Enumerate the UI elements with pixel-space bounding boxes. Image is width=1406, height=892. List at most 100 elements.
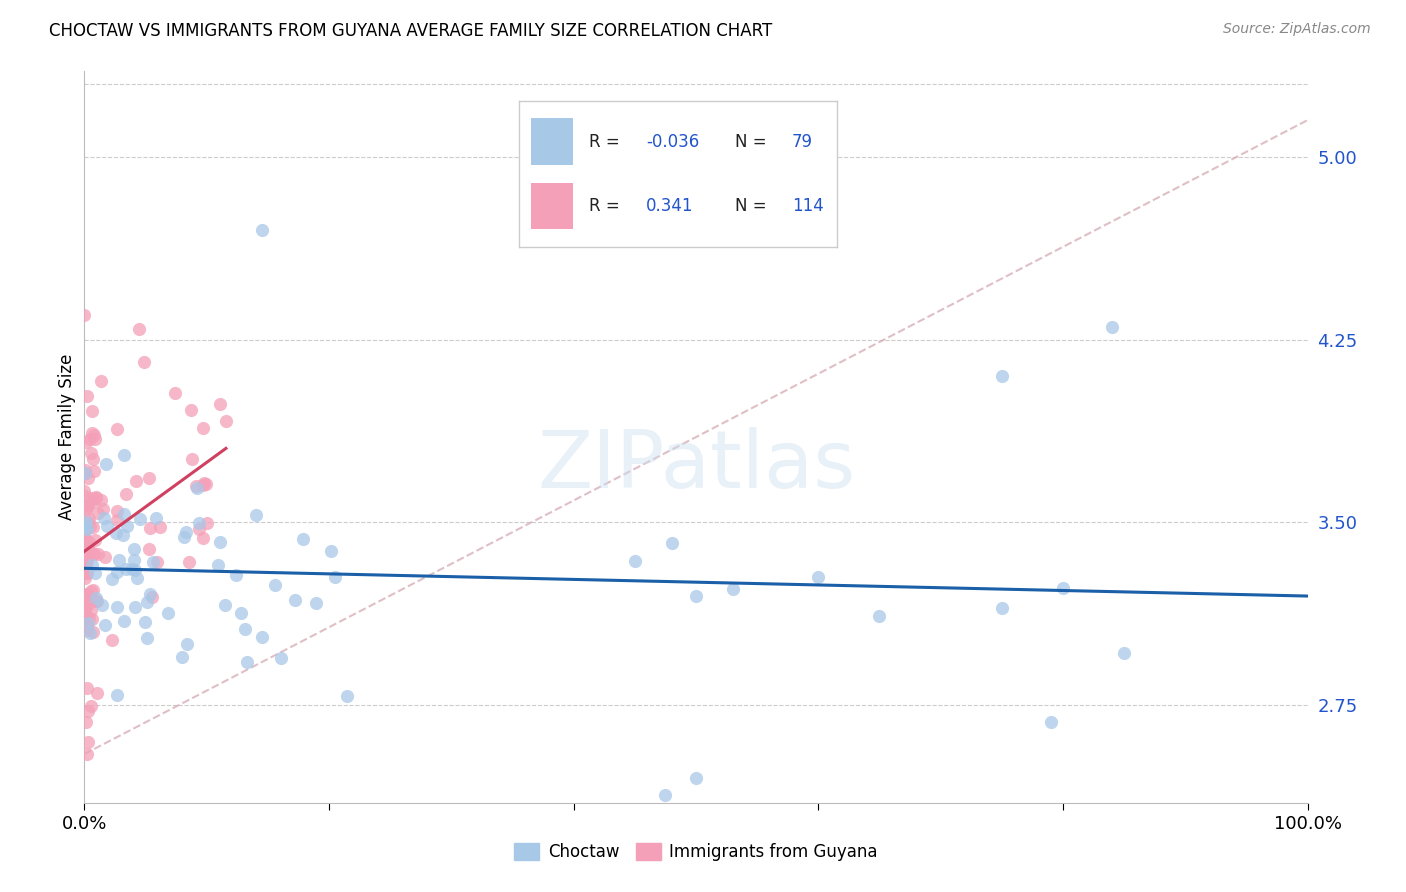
Point xyxy=(139,521,162,535)
Point xyxy=(721,582,744,596)
Point xyxy=(124,563,146,577)
Point xyxy=(75,515,97,529)
Point xyxy=(134,615,156,629)
Point xyxy=(1039,715,1062,730)
Point xyxy=(76,566,98,580)
Point xyxy=(79,535,101,549)
Point xyxy=(76,599,98,614)
Point xyxy=(225,568,247,582)
Point xyxy=(75,467,97,481)
Point xyxy=(82,612,104,626)
Y-axis label: Average Family Size: Average Family Size xyxy=(58,354,76,520)
Point xyxy=(173,530,195,544)
Point xyxy=(129,512,152,526)
Point xyxy=(180,403,202,417)
Point xyxy=(82,404,104,418)
Point xyxy=(195,476,218,491)
Point xyxy=(76,747,98,761)
Point xyxy=(75,542,97,557)
Point xyxy=(661,536,683,550)
Point xyxy=(94,549,117,564)
Point xyxy=(75,467,97,481)
Point xyxy=(82,582,104,597)
Point xyxy=(82,625,104,640)
Point xyxy=(1114,647,1136,661)
Point xyxy=(84,491,107,506)
Point xyxy=(82,520,104,534)
Point xyxy=(73,523,96,537)
Point xyxy=(75,560,97,574)
Point xyxy=(90,493,112,508)
Point xyxy=(77,543,100,558)
Point xyxy=(284,593,307,607)
Point xyxy=(245,508,267,523)
Point xyxy=(73,488,96,502)
Point xyxy=(75,498,97,512)
Point xyxy=(187,522,209,536)
Point xyxy=(75,611,97,625)
Point xyxy=(84,533,107,547)
Point xyxy=(184,479,207,493)
Point xyxy=(176,637,198,651)
Point xyxy=(165,386,187,401)
Point xyxy=(93,510,115,524)
Point xyxy=(75,550,97,565)
Point xyxy=(75,434,97,449)
Point xyxy=(654,789,676,803)
Point xyxy=(807,570,830,584)
Point xyxy=(75,588,97,602)
Point xyxy=(304,596,326,610)
Point xyxy=(229,606,252,620)
Point xyxy=(869,609,891,624)
Point xyxy=(83,464,105,478)
Point xyxy=(75,540,97,554)
Point xyxy=(80,446,103,460)
Point xyxy=(136,631,159,645)
Point xyxy=(115,518,138,533)
Point xyxy=(79,519,101,533)
Point xyxy=(193,476,215,491)
Point xyxy=(122,553,145,567)
Point xyxy=(149,519,172,533)
Point xyxy=(73,541,96,555)
Point xyxy=(207,558,229,573)
Point xyxy=(156,606,179,620)
Point xyxy=(176,525,198,540)
Point xyxy=(101,572,124,586)
Point xyxy=(270,651,292,665)
Point xyxy=(250,630,273,644)
Point xyxy=(214,598,236,612)
Point xyxy=(75,551,97,566)
Point xyxy=(76,553,98,567)
Point xyxy=(76,500,98,515)
Point xyxy=(91,598,114,612)
Point xyxy=(76,615,98,630)
Point xyxy=(76,620,98,634)
Point xyxy=(73,483,96,498)
Point xyxy=(138,542,160,557)
Point xyxy=(86,591,108,606)
Point xyxy=(77,515,100,529)
Point xyxy=(87,547,110,561)
Point xyxy=(94,618,117,632)
Point xyxy=(79,591,101,606)
Point xyxy=(191,478,214,492)
Point xyxy=(90,374,112,388)
Point xyxy=(115,562,138,576)
Point xyxy=(75,566,97,581)
Point xyxy=(79,433,101,447)
Point xyxy=(105,600,128,615)
Point xyxy=(83,427,105,442)
Point xyxy=(124,599,146,614)
Point xyxy=(139,587,162,601)
Point xyxy=(84,490,107,504)
Point xyxy=(75,600,97,615)
Point xyxy=(96,519,118,533)
Point xyxy=(191,421,214,435)
Point xyxy=(76,623,98,637)
Point xyxy=(77,735,100,749)
Point xyxy=(75,547,97,561)
Point xyxy=(191,531,214,545)
Point xyxy=(209,535,232,549)
Point xyxy=(76,522,98,536)
